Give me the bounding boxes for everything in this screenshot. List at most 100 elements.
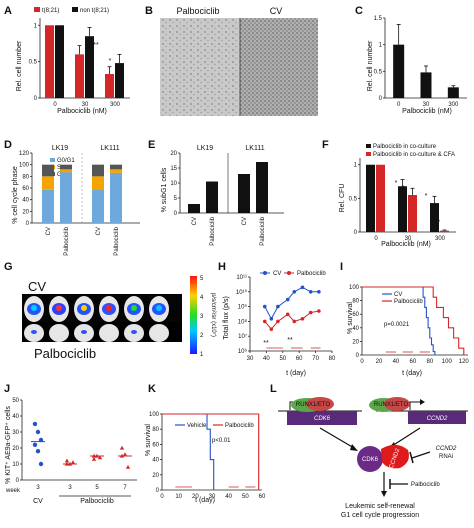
x-tick-label: 10 — [175, 494, 182, 500]
legend-s: S — [57, 165, 61, 171]
chart-h: 10⁶ 10⁷ 10⁸ 10⁹ 10¹⁰ 10¹¹ 30 40 50 60 70 80 — [236, 275, 336, 362]
survival-curve — [162, 413, 260, 490]
scale-tick: 2 — [200, 333, 204, 339]
fusion-protein-right-red — [384, 397, 410, 411]
x-tick-label: Palbociclib — [260, 216, 266, 245]
bar — [45, 25, 54, 98]
panel-c-label: C — [355, 5, 363, 17]
legend-palbociclib: Palbociclib — [297, 271, 326, 277]
group-label-palbociclib: Palbociclib — [34, 346, 96, 361]
x-tick-label: 60 — [296, 356, 303, 362]
x-tick-label: 3 — [36, 485, 40, 491]
gene-label-cdk6: CDK6 — [314, 416, 331, 422]
y-tick-label: 40 — [152, 458, 159, 464]
y-tick-label: 40 — [12, 414, 19, 420]
y-tick-label: 10 — [12, 462, 19, 468]
image-title-cv: CV — [270, 6, 283, 16]
arrow-ccnd2 — [391, 427, 421, 447]
x-tick-label: 20 — [192, 494, 199, 500]
x-tick-label: 0 — [160, 494, 164, 500]
legend-t821: t(8;21) — [42, 8, 59, 14]
signal-hotspot — [81, 305, 87, 311]
panel-f-label: F — [322, 139, 329, 151]
x-tick-label: 100 — [442, 359, 453, 365]
x-axis-label: Palbociclib (nM) — [381, 241, 431, 248]
legend-palbociclib: Palbociclib — [225, 423, 254, 429]
legend-swatch-t821 — [34, 7, 40, 12]
data-point — [97, 455, 103, 460]
y-axis-label: % subG1 cells — [161, 167, 168, 212]
legend-coculture-cfa: Palbociclib in co-culture & CFA — [373, 152, 455, 158]
chart-j: 0 10 20 30 40 50 3 3 5 7 — [12, 398, 137, 491]
outcome-line-2: G1 cell cycle progression — [341, 512, 419, 519]
data-point — [269, 316, 274, 321]
gene-box-cdk6 — [287, 411, 357, 425]
y-axis-label: Rel. cell number — [367, 40, 374, 91]
p-value: p=0.0021 — [384, 322, 410, 328]
group-label-palbociclib: Palbociclib — [80, 498, 114, 505]
y-axis-label: % survival — [347, 302, 354, 334]
signal-hotspot — [56, 305, 62, 311]
y-tick-label: 0.5 — [29, 60, 38, 66]
y-tick-label: 1 — [354, 163, 358, 169]
arrowhead — [420, 399, 425, 405]
scale-tick: 3 — [200, 314, 204, 320]
y-tick-label: 10¹¹ — [236, 275, 247, 281]
panel-l-label: L — [270, 383, 277, 395]
group-title-lk19: LK19 — [197, 145, 213, 152]
survival-curve — [362, 286, 436, 355]
bar-segment — [60, 164, 72, 170]
week-label: week — [5, 488, 21, 494]
fusion-label-right: RUNX1/ETO — [374, 402, 409, 408]
y-tick-label: 15 — [170, 166, 177, 172]
x-axis-label: Palbociclib (nM) — [402, 108, 452, 115]
y-tick-label: 0 — [356, 353, 360, 359]
data-point — [285, 297, 290, 302]
x-tick-label: 30 — [247, 356, 254, 362]
x-tick-label: 30 — [405, 236, 412, 242]
protein-cdk6 — [357, 446, 383, 472]
panel-h-label: H — [218, 261, 226, 273]
y-tick-label: 0 — [156, 488, 160, 494]
x-tick-label: 7 — [123, 485, 127, 491]
bar-segment — [60, 169, 72, 173]
bar — [420, 72, 432, 98]
bar-segment — [110, 172, 122, 223]
data-point — [262, 304, 267, 309]
bar — [75, 54, 84, 98]
mouse-palbociclib — [49, 324, 69, 342]
bar-segment — [110, 164, 122, 170]
y-axis-label: Rel. cell number — [16, 40, 23, 91]
bar-segment — [42, 189, 54, 223]
y-tick-label: 100 — [149, 412, 160, 418]
mouse-palbociclib — [99, 324, 119, 342]
promoter-arrow-right — [409, 401, 420, 410]
arrowhead — [381, 491, 387, 497]
color-scale-bar — [190, 276, 197, 354]
y-tick-label: 20 — [352, 339, 359, 345]
bar — [256, 162, 268, 213]
y-axis-label: % KIT⁺ AE9a-GFP⁺ cells — [5, 406, 12, 484]
data-point — [122, 452, 128, 456]
data-point — [70, 460, 76, 464]
x-tick-label: 50 — [242, 494, 249, 500]
mouse-palbociclib — [149, 324, 169, 342]
y-tick-label: 100 — [19, 163, 30, 169]
group-title-lk111: LK111 — [100, 145, 119, 152]
bar — [440, 230, 449, 232]
bar — [55, 25, 64, 98]
x-tick-label: Palbociclib — [114, 226, 120, 255]
data-point — [276, 304, 280, 309]
x-tick-label: 0 — [360, 359, 364, 365]
bar — [393, 44, 405, 98]
y-tick-label: 80 — [152, 427, 159, 433]
scale-tick: 1 — [200, 352, 204, 358]
chart-i: 0 20 40 60 80 100 0 20 40 60 80 100 120 — [349, 285, 469, 365]
sig-mark: ** — [263, 340, 269, 347]
inhibition-bar — [409, 451, 414, 464]
bar — [408, 195, 417, 232]
gene-box-ccnd2 — [408, 411, 466, 424]
legend-cv: CV — [273, 271, 281, 277]
x-tick-label: 80 — [426, 359, 433, 365]
scale-label: p/s/cm²/sr (x10⁷) — [210, 293, 217, 337]
